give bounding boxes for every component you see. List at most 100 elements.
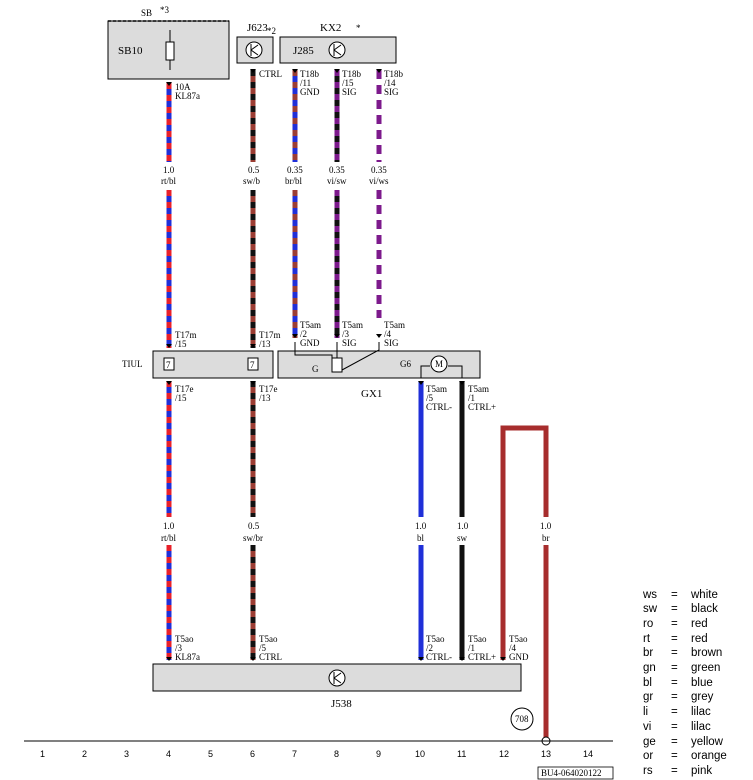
w12-color: br (542, 533, 550, 543)
w8-bot-conn: T5am (342, 320, 363, 330)
ground-ref: 708 (510, 707, 551, 746)
legend-name: orange (691, 750, 727, 762)
control-unit-icon (333, 672, 342, 684)
w12-end-pin: /4 (509, 643, 517, 653)
legend-code: gn (643, 662, 656, 674)
w7-top-pin: /11 (300, 78, 311, 88)
w4-conn-bot: T17e (175, 384, 194, 394)
ruler-label: 1 (40, 749, 45, 759)
upper-connector-arrows (166, 69, 382, 348)
w10-sig: CTRL- (426, 402, 452, 412)
legend-code: ge (643, 736, 656, 748)
legend-eq: = (671, 618, 678, 630)
kx2-label: KX2 (320, 22, 341, 34)
ruler-label: 11 (457, 749, 466, 759)
legend-eq: = (671, 603, 678, 615)
legend-code: rt (643, 633, 651, 645)
w9-bot-sig: SIG (384, 338, 399, 348)
w10-end-sig: CTRL- (426, 652, 452, 662)
ruler-label: 4 (166, 749, 171, 759)
sb-label: SB (141, 8, 152, 18)
footer-code: BU4-064020122 (541, 768, 602, 778)
w10-conn: T5am (426, 384, 447, 394)
legend-name: grey (691, 691, 714, 703)
w11-sig: CTRL+ (468, 402, 496, 412)
kx2-box: KX2 * J285 (279, 22, 397, 64)
w7-bot-pin: /2 (300, 329, 307, 339)
legend-name: lilac (691, 706, 711, 718)
ruler-label: 2 (82, 749, 87, 759)
ruler-label: 14 (583, 749, 593, 759)
legend-name: red (691, 633, 708, 645)
j538-box: J538 (152, 663, 522, 710)
w7-top-sig: GND (300, 87, 320, 97)
w7-gauge: 0.35 (287, 165, 303, 175)
w11-conn: T5am (468, 384, 489, 394)
legend-code: vi (643, 721, 651, 733)
w11-end-conn: T5ao (468, 634, 487, 644)
legend-eq: = (671, 677, 678, 689)
w6-top-sig: CTRL (259, 69, 282, 79)
legend-name: yellow (691, 736, 724, 748)
sb-note: *3 (160, 5, 170, 15)
tiul-pin-left: 7 (166, 360, 171, 370)
upper-labels: 10A KL87a 1.0 rt/bl CTRL 0.5 sw/b T18b /… (161, 69, 405, 349)
w8-top-pin: /15 (342, 78, 354, 88)
w6-color2: sw/br (243, 533, 263, 543)
w7-bot-sig: GND (300, 338, 320, 348)
legend-code: sw (643, 603, 658, 615)
ruler-label: 9 (376, 749, 381, 759)
w6-end-sig: CTRL (259, 652, 282, 662)
color-legend: ws = white sw = black ro = red rt = red … (642, 589, 727, 777)
g6-label: G6 (400, 359, 411, 369)
w11-end-pin: /1 (468, 643, 475, 653)
gx1-label: GX1 (361, 388, 382, 400)
legend-name: white (690, 589, 718, 601)
legend-eq: = (671, 706, 678, 718)
w8-top-conn: T18b (342, 69, 361, 79)
bottom-ruler: 1 2 3 4 5 6 7 8 9 10 11 12 13 14 BU4-064… (24, 740, 614, 780)
tiul-label: TIUL (122, 359, 143, 369)
legend-name: lilac (691, 721, 711, 733)
w6-conn-bot: T17e (259, 384, 278, 394)
legend-code: li (643, 706, 648, 718)
w4-top-pin: 10A (175, 82, 191, 92)
legend-name: blue (691, 677, 713, 689)
ruler-label: 7 (292, 749, 297, 759)
w4-end-pin: /3 (175, 643, 183, 653)
legend-code: ro (643, 618, 653, 630)
w4-color2: rt/bl (161, 533, 176, 543)
w7-top-conn: T18b (300, 69, 319, 79)
w7-bot-conn: T5am (300, 320, 321, 330)
w4-conn-top-pin: /15 (175, 339, 187, 349)
w4-color: rt/bl (161, 176, 176, 186)
w9-gauge: 0.35 (371, 165, 387, 175)
w7-color: br/bl (285, 176, 302, 186)
ruler-label: 3 (124, 749, 129, 759)
w6-conn-top: T17m (259, 330, 281, 340)
sb10-label: SB10 (118, 45, 143, 57)
lower-labels: T17e /15 T17e /13 T5am /5 CTRL- T5am /1 … (161, 384, 552, 662)
lower-connector-arrows (166, 381, 506, 661)
control-unit-icon (333, 44, 342, 56)
w6-end-conn: T5ao (259, 634, 278, 644)
w11-color: sw (457, 533, 468, 543)
w12-end-conn: T5ao (509, 634, 528, 644)
w4-end-sig: KL87a (175, 652, 200, 662)
kx2-note: * (356, 23, 361, 33)
gx1-box: G G6 M GX1 (277, 342, 481, 400)
ruler-label: 6 (250, 749, 255, 759)
motor-icon (430, 355, 448, 373)
w9-top-pin: /14 (384, 78, 396, 88)
ruler-label: 13 (541, 749, 551, 759)
w9-bot-pin: /4 (384, 329, 392, 339)
w9-color: vi/ws (369, 176, 389, 186)
legend-code: or (643, 750, 653, 762)
w11-pin: /1 (468, 393, 475, 403)
legend-code: bl (643, 677, 652, 689)
w6-conn-bot-pin: /13 (259, 393, 271, 403)
w6-color: sw/b (243, 176, 261, 186)
ruler-label: 12 (499, 749, 509, 759)
w6-conn-top-pin: /13 (259, 339, 271, 349)
w10-end-conn: T5ao (426, 634, 445, 644)
